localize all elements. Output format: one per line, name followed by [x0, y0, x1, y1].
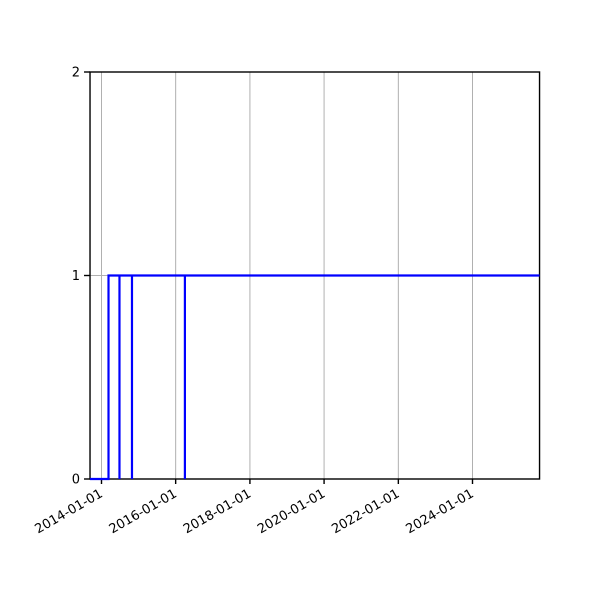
- x-tick-label: 2016-01-01: [107, 486, 180, 537]
- y-tick-label: 2: [72, 66, 80, 81]
- data-line: [90, 274, 540, 481]
- y-tick-label: 1: [72, 269, 80, 284]
- x-tick-label: 2024-01-01: [404, 486, 477, 537]
- y-tick-label: 0: [72, 473, 80, 488]
- x-tick-label: 2022-01-01: [329, 486, 402, 537]
- x-tick-label: 2018-01-01: [181, 486, 254, 537]
- x-tick-label: 2020-01-01: [255, 486, 328, 537]
- x-tick-label: 2014-01-01: [33, 486, 106, 537]
